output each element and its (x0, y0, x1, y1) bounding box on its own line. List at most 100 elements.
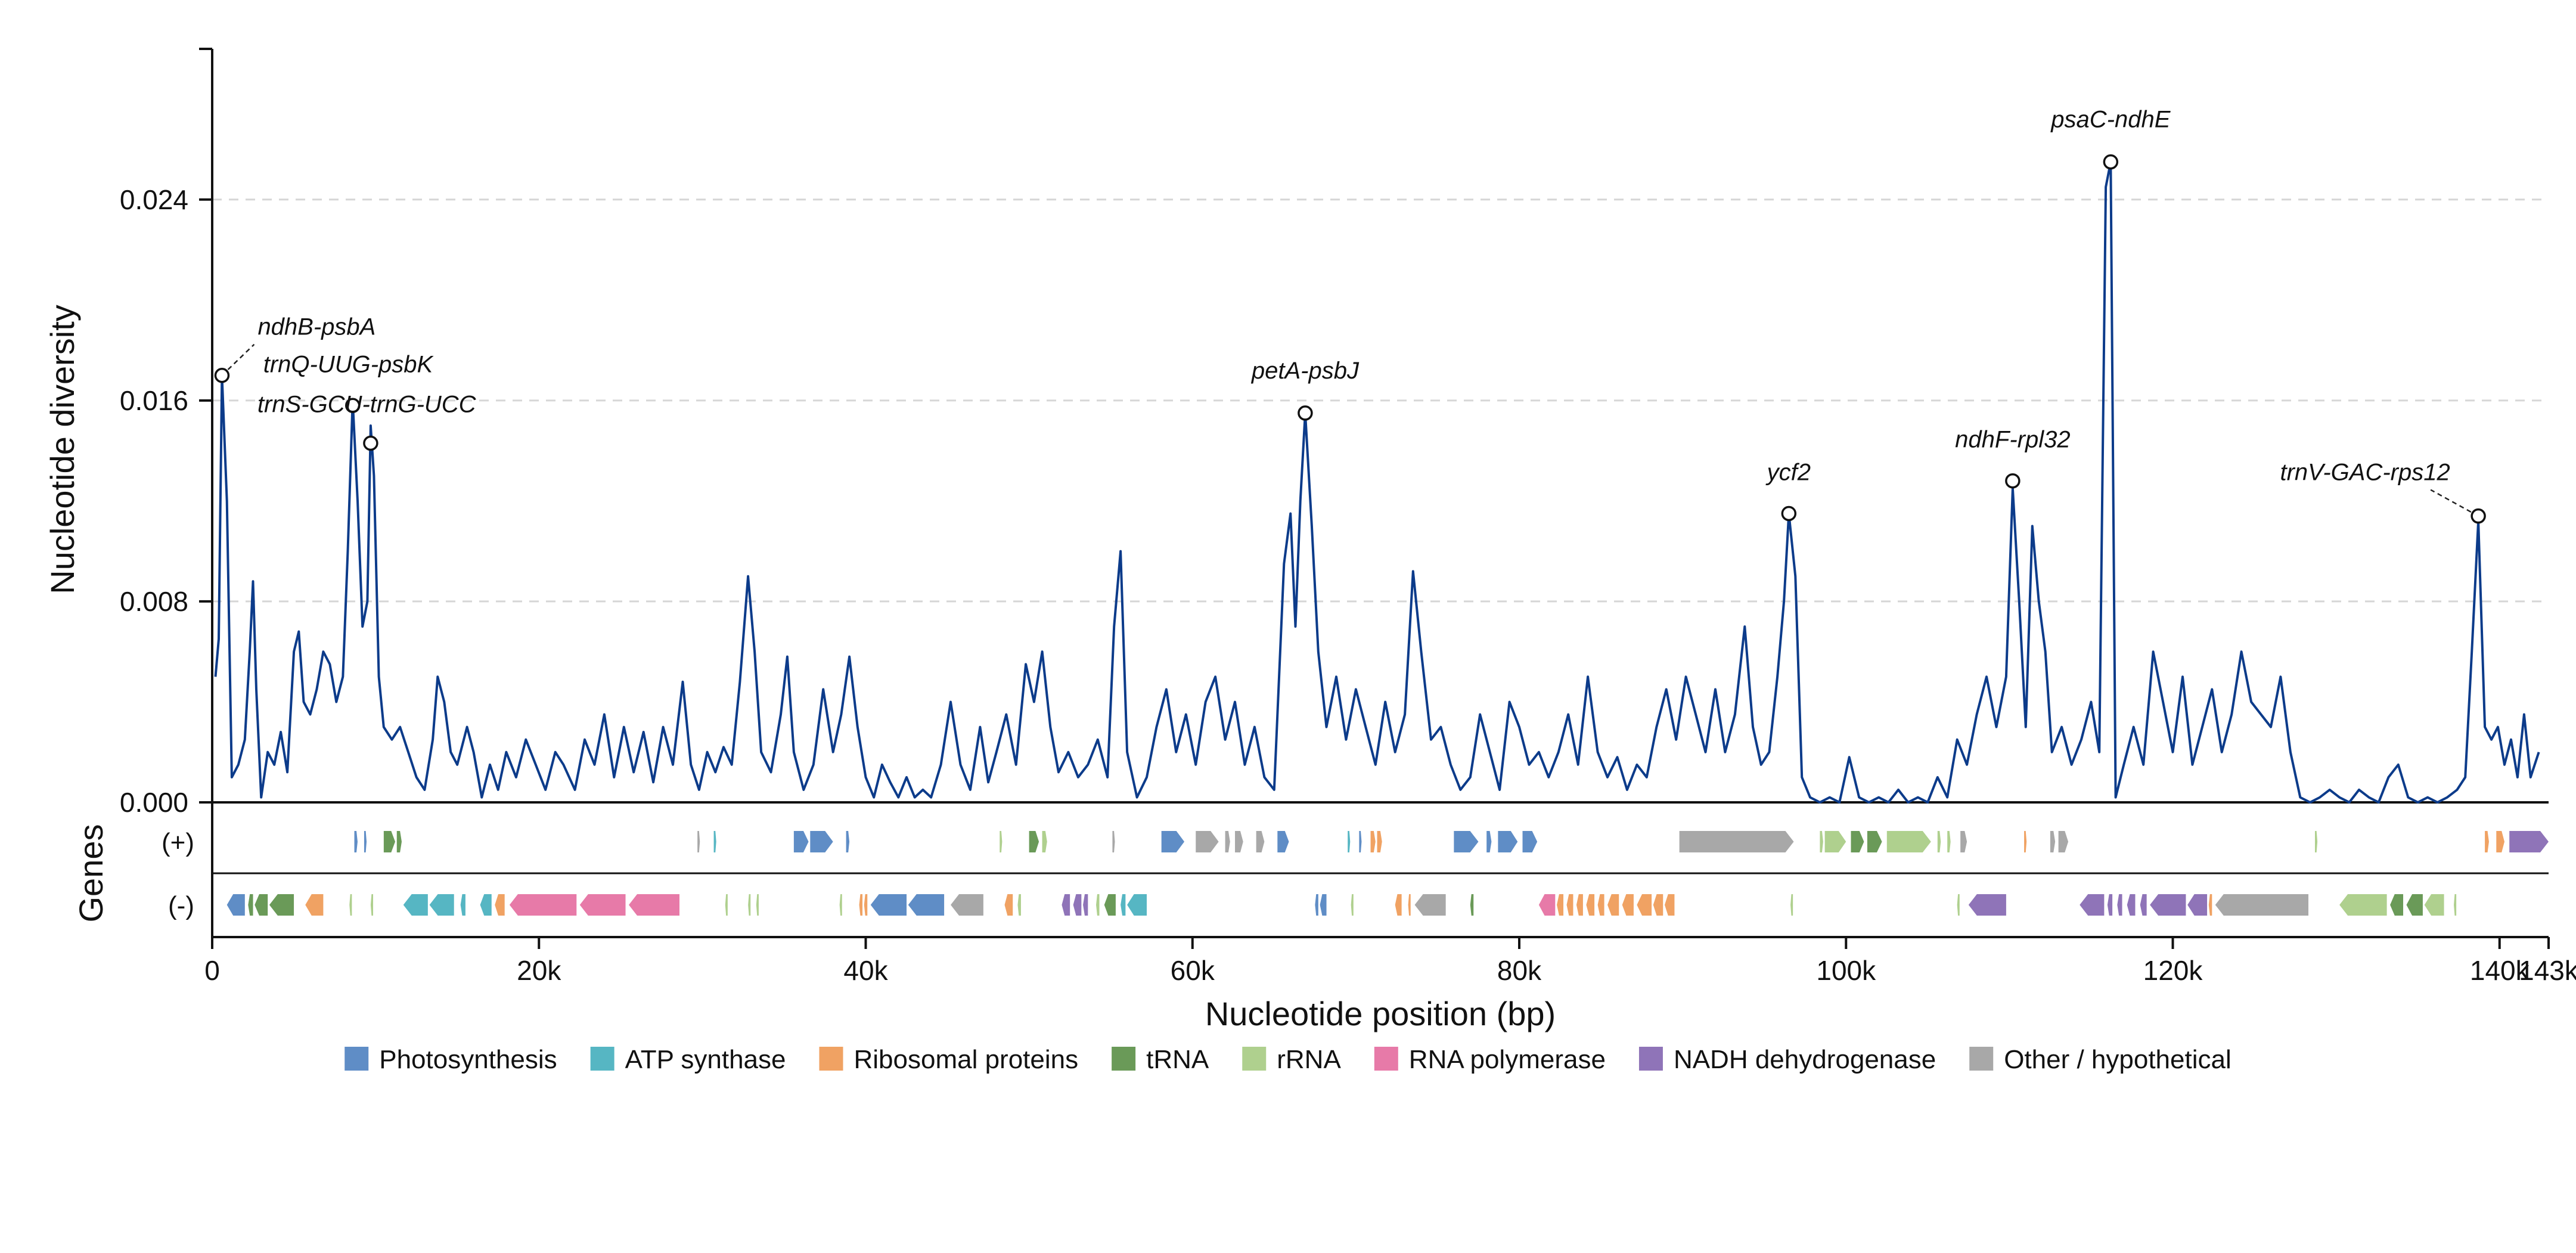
gene-block-minus (2390, 894, 2404, 916)
gene-block-plus (713, 831, 716, 852)
gene-block-minus (1622, 894, 1634, 916)
gene-block-minus (349, 894, 352, 916)
peak-marker (363, 435, 378, 451)
gene-block-minus (1566, 894, 1573, 916)
gene-block-minus (305, 894, 324, 916)
gene-block-minus (2339, 894, 2387, 916)
gene-block-minus (839, 894, 842, 916)
peak-label: petA-psbJ (1251, 358, 1360, 384)
gene-block-plus (1370, 831, 1376, 852)
peak-label: psaC-ndhE (2050, 107, 2171, 133)
gene-block-plus (396, 831, 402, 852)
gene-block-minus (1637, 894, 1652, 916)
gene-block-minus (1062, 894, 1070, 916)
gene-block-minus (2215, 894, 2309, 916)
gene-block-minus (1121, 894, 1126, 916)
gene-block-minus (1395, 894, 1402, 916)
gene-block-plus (1000, 831, 1003, 852)
gene-block-plus (1960, 831, 1967, 852)
gene-block-plus (2496, 831, 2504, 852)
peak-label: trnV-GAC-rps12 (2280, 460, 2450, 486)
legend-swatch-photo (344, 1047, 369, 1071)
genes-track: Genes (+) (-) (72, 824, 2549, 923)
y-tick-label: 0.016 (120, 385, 188, 416)
legend: Photosynthesis ATP synthase Ribosomal prot… (344, 1045, 2232, 1074)
gene-block-plus (1522, 831, 1538, 852)
gene-block-minus (248, 894, 253, 916)
gene-block-plus (383, 831, 396, 852)
peak-marker (1298, 405, 1313, 421)
genes-track-title: Genes (72, 824, 110, 923)
legend-swatch-rnap (1374, 1047, 1398, 1071)
gene-block-minus (480, 894, 492, 916)
gene-block-plus (354, 831, 358, 852)
gene-block-plus (1359, 831, 1362, 852)
gene-block-plus (1256, 831, 1265, 852)
x-tick-label: 140k (2470, 955, 2530, 986)
axes: 0.000 0.008 0.016 0.024 0 20k 40k 60k 80k 100k 120… (44, 48, 2576, 1032)
legend-swatch-ribo (819, 1047, 843, 1071)
gene-block-minus (748, 894, 751, 916)
gene-block-minus (1408, 894, 1411, 916)
legend-label-atp: ATP synthase (625, 1045, 786, 1074)
gene-block-plus (1042, 831, 1047, 852)
gene-block-minus (226, 894, 245, 916)
legend-label-other: Other / hypothetical (2004, 1045, 2232, 1074)
gene-block-plus (697, 831, 700, 852)
gene-block-minus (1351, 894, 1354, 916)
gene-block-minus (2150, 894, 2186, 916)
x-tick-label: 20k (517, 955, 561, 986)
gene-block-minus (2127, 894, 2136, 916)
gene-block-minus (870, 894, 907, 916)
peak-marker (2005, 473, 2021, 489)
gene-block-plus (1348, 831, 1351, 852)
gene-block-minus (509, 894, 577, 916)
gene-block-plus (1196, 831, 1219, 852)
gene-block-minus (1315, 894, 1318, 916)
gene-block-plus (1498, 831, 1518, 852)
gene-block-plus (1486, 831, 1492, 852)
gene-block-plus (2485, 831, 2489, 852)
gene-block-minus (1320, 894, 1327, 916)
gene-block-plus (1235, 831, 1243, 852)
gene-block-minus (1607, 894, 1619, 916)
peak-leader-line (221, 343, 255, 376)
gene-block-minus (1586, 894, 1595, 916)
gene-block-minus (2187, 894, 2208, 916)
x-tick-label: 0 (204, 955, 220, 986)
minus-strand-label: (-) (168, 891, 194, 920)
gene-block-minus (1790, 894, 1793, 916)
gene-block-minus (460, 894, 465, 916)
gene-block-minus (859, 894, 863, 916)
gene-block-minus (1017, 894, 1021, 916)
gene-block-plus (2509, 831, 2549, 852)
gene-block-plus (810, 831, 833, 852)
diversity-line (214, 160, 2540, 804)
gene-block-plus (1161, 831, 1185, 852)
gene-block-minus (1414, 894, 1446, 916)
gene-block-plus (793, 831, 809, 852)
gene-block-minus (1104, 894, 1116, 916)
gene-block-minus (2117, 894, 2122, 916)
gene-block-plus (1947, 831, 1951, 852)
gene-block-plus (1824, 831, 1846, 852)
gene-block-plus (2315, 831, 2318, 852)
peak-marker (2103, 154, 2119, 170)
peak-marker (214, 367, 230, 383)
gene-block-plus (1454, 831, 1479, 852)
peak-label: ndhB-psbA (257, 314, 375, 340)
legend-label-rrna: rRNA (1277, 1045, 1341, 1074)
gene-block-plus (1679, 831, 1794, 852)
legend-swatch-nadh (1638, 1047, 1663, 1071)
peak-marker (344, 398, 361, 414)
gene-block-minus (1576, 894, 1583, 916)
gene-block-plus (1277, 831, 1289, 852)
legend-swatch-other (1969, 1047, 1994, 1071)
x-tick-label: 143k (2519, 955, 2576, 986)
peak-marker (1781, 505, 1797, 522)
gene-block-plus (1377, 831, 1382, 852)
peak-marker (2471, 508, 2486, 524)
peak-label: trnQ-UUG-psbK (263, 351, 434, 377)
x-axis-title: Nucleotide position (bp) (1205, 995, 1556, 1032)
gene-block-minus (255, 894, 268, 916)
